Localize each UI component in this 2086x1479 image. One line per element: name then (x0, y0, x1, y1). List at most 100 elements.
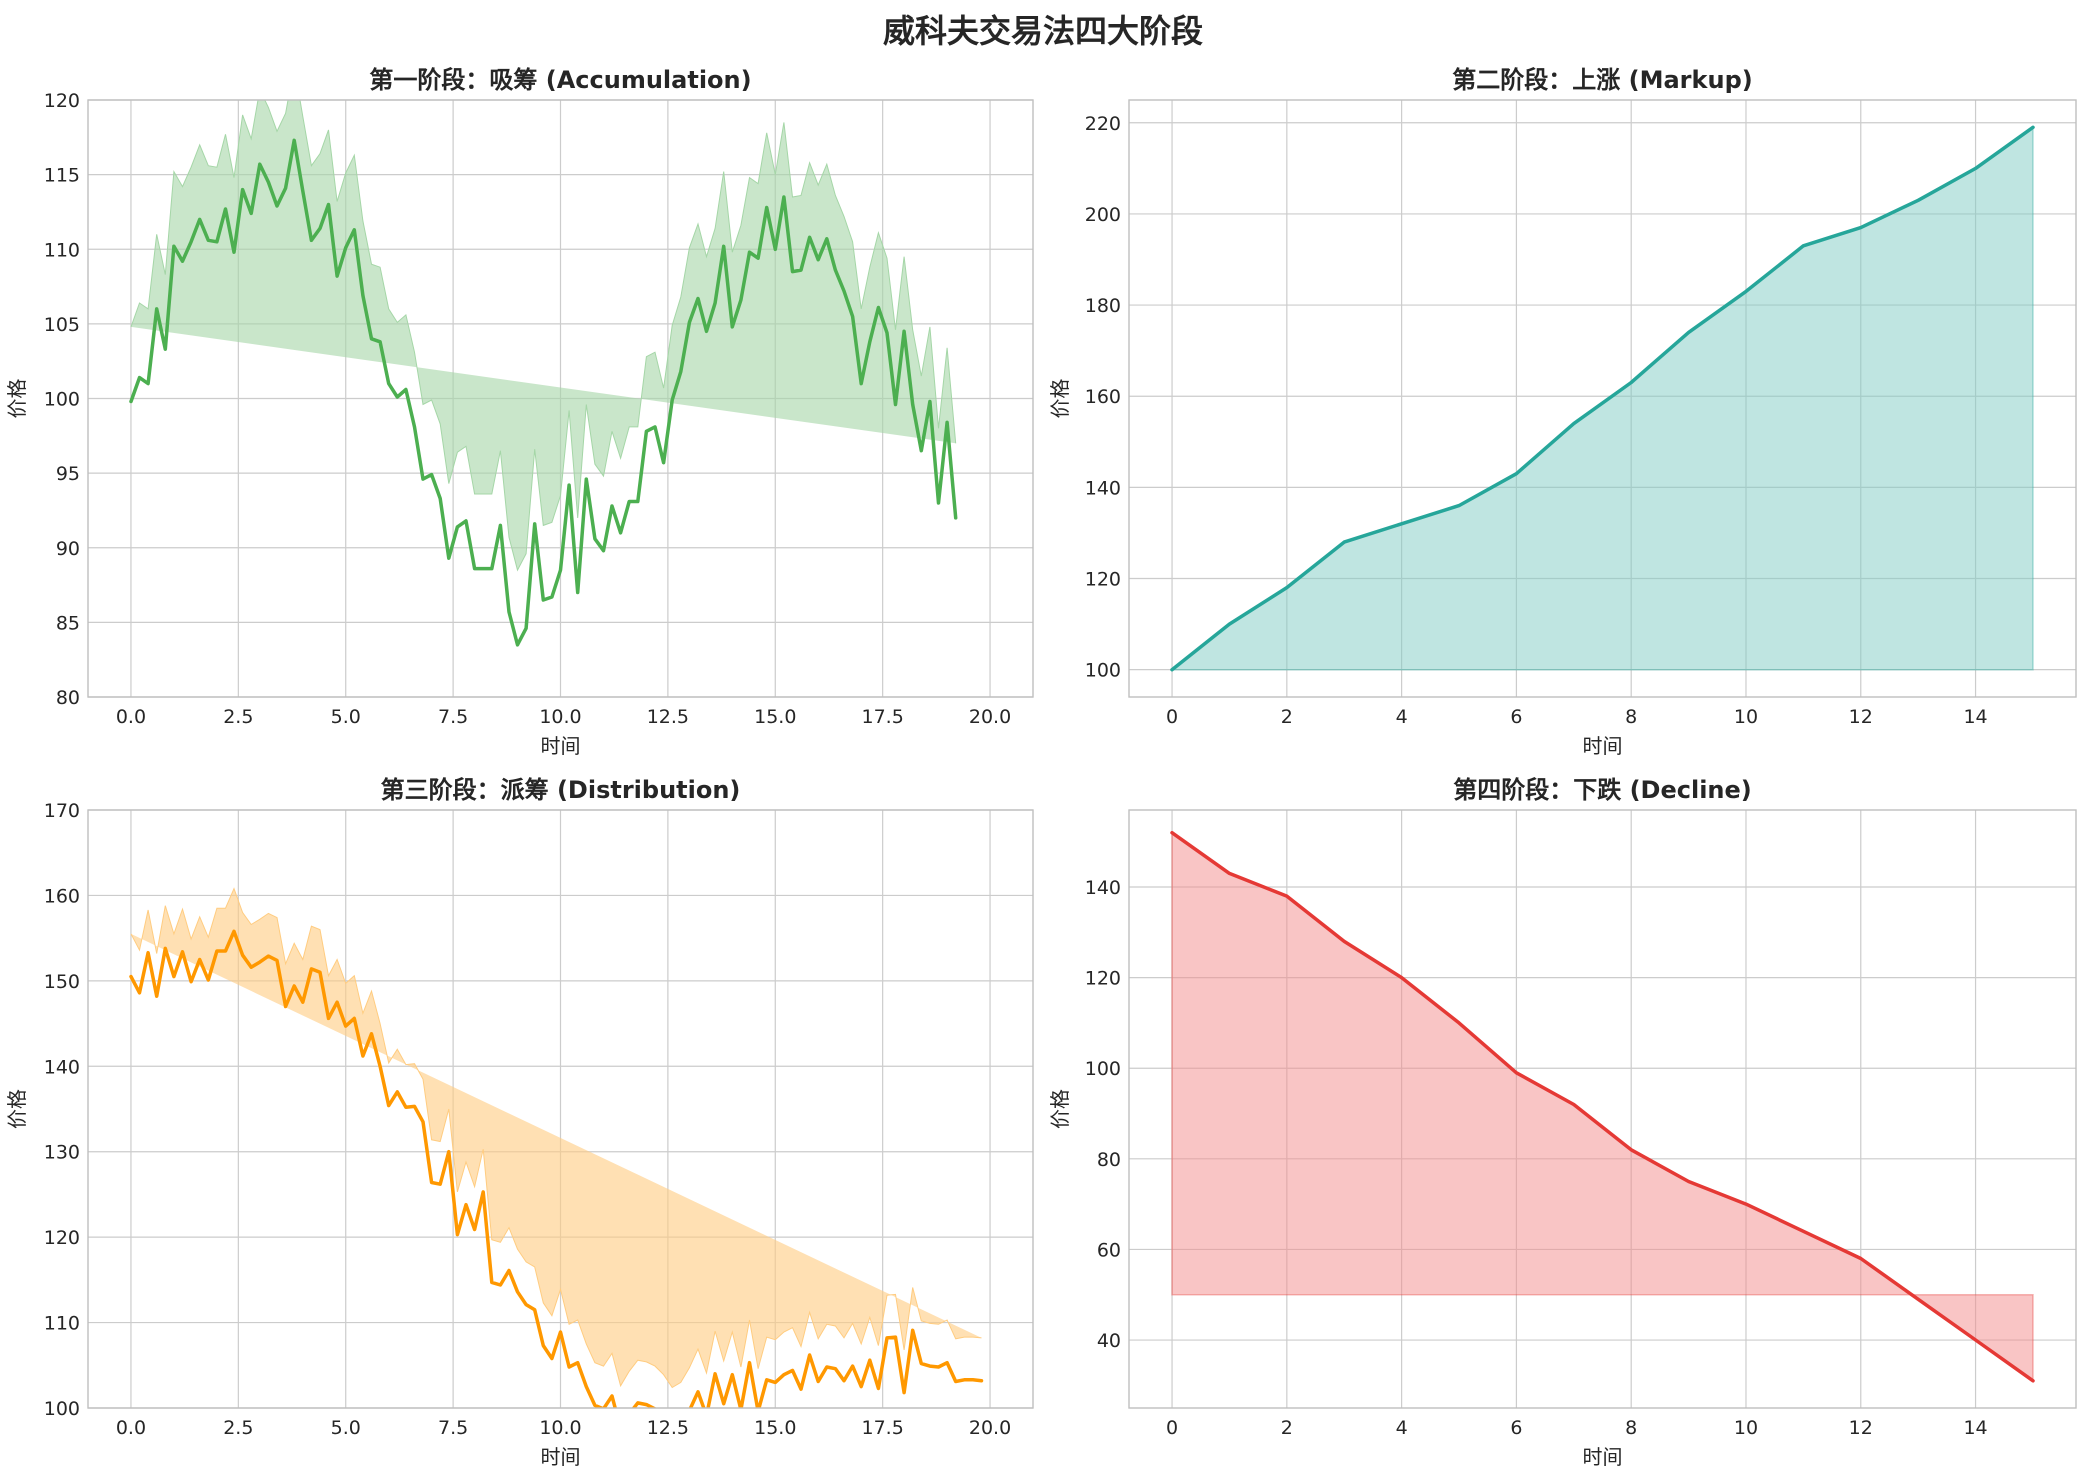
x-tick-label: 6 (1510, 706, 1522, 728)
x-tick-label: 2.5 (223, 706, 253, 728)
y-tick-label: 110 (44, 1313, 80, 1335)
y-tick-label: 80 (1097, 1149, 1121, 1171)
x-tick-label: 17.5 (862, 1417, 904, 1439)
area-fill (1171, 831, 2034, 1383)
y-tick-label: 140 (1085, 877, 1121, 899)
x-tick-label: 17.5 (862, 706, 904, 728)
x-tick-label: 14 (1963, 1417, 1987, 1439)
x-tick-label: 2 (1281, 706, 1293, 728)
y-tick-label: 120 (44, 1227, 80, 1249)
y-tick-label: 100 (44, 1398, 80, 1420)
series-line (1170, 830, 2035, 1383)
chart-title: 第四阶段：下跌 (Decline) (1453, 776, 1752, 804)
y-tick-label: 120 (1085, 569, 1121, 591)
series-line (129, 138, 958, 647)
plot-frame (1128, 99, 2077, 698)
y-tick-label: 140 (44, 1056, 80, 1078)
y-tick-label: 150 (44, 971, 80, 993)
x-axis-label: 时间 (541, 1445, 581, 1469)
confidence-band (130, 100, 957, 572)
figure-suptitle: 威科夫交易法四大阶段 (882, 12, 1203, 50)
x-tick-label: 2 (1281, 1417, 1293, 1439)
x-tick-label: 0 (1166, 706, 1178, 728)
x-tick-label: 15.0 (754, 706, 796, 728)
x-axis-label: 时间 (1583, 1445, 1623, 1469)
y-tick-label: 160 (1085, 386, 1121, 408)
y-tick-label: 140 (1085, 477, 1121, 499)
x-tick-label: 15.0 (754, 1417, 796, 1439)
y-tick-label: 105 (44, 314, 80, 336)
x-tick-label: 10 (1734, 1417, 1758, 1439)
y-tick-label: 180 (1085, 295, 1121, 317)
data-group (1170, 830, 2035, 1383)
x-tick-label: 0.0 (116, 1417, 146, 1439)
x-tick-label: 4 (1396, 1417, 1408, 1439)
x-tick-label: 12 (1849, 706, 1873, 728)
x-tick-label: 8 (1625, 1417, 1637, 1439)
x-tick-label: 7.5 (438, 1417, 468, 1439)
panel-accumulation: 第一阶段：吸筹 (Accumulation) 0.0 2.5 5.0 7.5 10.0 12… (0, 60, 1043, 758)
data-group (1169, 125, 2035, 672)
chart-title: 第三阶段：派筹 (Distribution) (381, 776, 741, 804)
y-tick-label: 100 (44, 389, 80, 411)
x-tick-label: 14 (1963, 706, 1987, 728)
x-tick-label: 10.0 (539, 1417, 581, 1439)
chart-decline: 第四阶段：下跌 (Decline) 0 2 4 6 8 10 12 14 40 60 80 100 120… (1048, 776, 2077, 1469)
y-tick-label: 60 (1097, 1239, 1121, 1261)
x-tick-label: 0 (1166, 1417, 1178, 1439)
chart-title: 第一阶段：吸筹 (Accumulation) (369, 66, 751, 94)
x-tick-label: 12.5 (647, 1417, 689, 1439)
y-tick-label: 90 (56, 538, 80, 560)
x-tick-label: 2.5 (223, 1417, 253, 1439)
y-tick-label: 100 (1085, 660, 1121, 682)
x-tick-label: 6 (1510, 1417, 1522, 1439)
x-tick-label: 12 (1849, 1417, 1873, 1439)
series-line (129, 929, 984, 1408)
panel-distribution: 第三阶段：派筹 (Distribution) 0.0 2.5 5.0 7.5 10.0 12… (0, 772, 1043, 1476)
y-tick-label: 115 (44, 165, 80, 187)
y-tick-label: 220 (1085, 113, 1121, 135)
x-tick-label: 10.0 (539, 706, 581, 728)
x-tick-label: 4 (1396, 706, 1408, 728)
chart-distribution: 第三阶段：派筹 (Distribution) 0.0 2.5 5.0 7.5 10.0 12… (5, 776, 1034, 1469)
chart-title: 第二阶段：上涨 (Markup) (1452, 66, 1752, 94)
plot-frame (87, 99, 1034, 698)
y-tick-label: 40 (1097, 1330, 1121, 1352)
x-tick-label: 5.0 (331, 1417, 361, 1439)
y-tick-label: 95 (56, 463, 80, 485)
x-tick-label: 5.0 (331, 706, 361, 728)
panel-markup: 第二阶段：上涨 (Markup) 0 2 4 6 8 10 12 14 100 120 140 160 1… (1043, 60, 2086, 758)
x-tick-label: 7.5 (438, 706, 468, 728)
y-tick-label: 200 (1085, 204, 1121, 226)
y-axis-label: 价格 (1048, 1089, 1072, 1129)
y-tick-label: 85 (56, 612, 80, 634)
x-axis-label: 时间 (1583, 734, 1623, 758)
y-tick-label: 130 (44, 1142, 80, 1164)
chart-accumulation: 第一阶段：吸筹 (Accumulation) 0.0 2.5 5.0 7.5 10.0 12… (5, 66, 1034, 758)
x-tick-label: 8 (1625, 706, 1637, 728)
confidence-band (130, 887, 982, 1389)
y-axis-label: 价格 (5, 1089, 29, 1129)
x-axis-label: 时间 (541, 734, 581, 758)
y-tick-label: 80 (56, 687, 80, 709)
panel-decline: 第四阶段：下跌 (Decline) 0 2 4 6 8 10 12 14 40 60 80 100 120… (1043, 772, 2086, 1476)
chart-markup: 第二阶段：上涨 (Markup) 0 2 4 6 8 10 12 14 100 120 140 160 1… (1048, 66, 2077, 758)
x-tick-label: 20.0 (969, 706, 1011, 728)
plot-frame (1128, 809, 2077, 1409)
data-group (129, 887, 984, 1408)
data-group (129, 100, 958, 647)
plot-frame (87, 809, 1034, 1409)
x-tick-label: 10 (1734, 706, 1758, 728)
y-tick-label: 100 (1085, 1058, 1121, 1080)
y-tick-label: 120 (1085, 968, 1121, 990)
series-line (1170, 125, 2035, 672)
y-tick-label: 170 (44, 800, 80, 822)
y-tick-label: 160 (44, 885, 80, 907)
y-tick-label: 110 (44, 239, 80, 261)
x-tick-label: 0.0 (116, 706, 146, 728)
y-axis-label: 价格 (5, 379, 29, 419)
y-axis-label: 价格 (1048, 379, 1072, 419)
x-tick-label: 20.0 (969, 1417, 1011, 1439)
x-tick-label: 12.5 (647, 706, 689, 728)
y-tick-label: 120 (44, 90, 80, 112)
